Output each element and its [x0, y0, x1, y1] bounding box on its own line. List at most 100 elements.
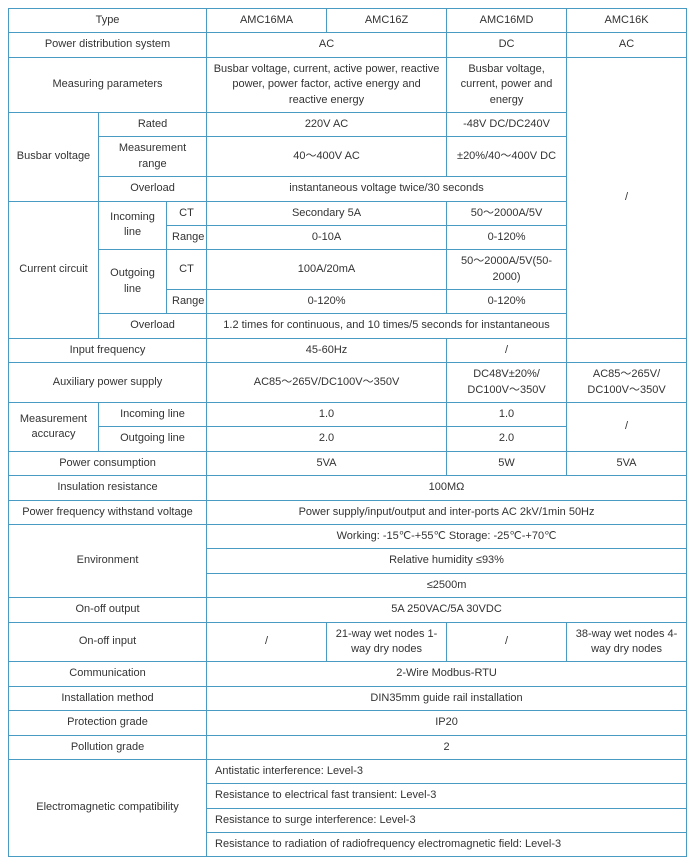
table-row: Measurement accuracy Incoming line 1.0 1… — [9, 403, 687, 427]
sub-label: Overload — [99, 177, 207, 201]
cell: 5VA — [207, 451, 447, 475]
cell: DIN35mm guide rail installation — [207, 686, 687, 710]
spec-table: Type AMC16MA AMC16Z AMC16MD AMC16K Power… — [8, 8, 687, 857]
row-label: Communication — [9, 662, 207, 686]
table-row: Input frequency 45-60Hz / — [9, 338, 687, 362]
row-label: Installation method — [9, 686, 207, 710]
table-row: Pollution grade 2 — [9, 735, 687, 759]
cell: 0-10A — [207, 225, 447, 249]
row-label: Electromagnetic compatibility — [9, 759, 207, 857]
row-label: Power distribution system — [9, 33, 207, 57]
sub-label: Measurement range — [99, 137, 207, 177]
table-row: Measuring parameters Busbar voltage, cur… — [9, 57, 687, 112]
row-label: Auxiliary power supply — [9, 363, 207, 403]
table-row: On-off output 5A 250VAC/5A 30VDC — [9, 598, 687, 622]
row-label: Measurement accuracy — [9, 403, 99, 452]
cell: 40～400V AC — [207, 137, 447, 177]
cell: 5W — [447, 451, 567, 475]
cell: 2-Wire Modbus-RTU — [207, 662, 687, 686]
cell: 1.0 — [447, 403, 567, 427]
header-col: AMC16Z — [327, 9, 447, 33]
row-label: Busbar voltage — [9, 112, 99, 201]
cell: AC85～265V/ DC100V～350V — [567, 363, 687, 403]
sub-label: Incoming line — [99, 403, 207, 427]
sub-label: Outgoing line — [99, 250, 167, 314]
header-col: AMC16K — [567, 9, 687, 33]
cell: Power supply/input/output and inter-port… — [207, 500, 687, 524]
header-col: AMC16MD — [447, 9, 567, 33]
cell: 220V AC — [207, 112, 447, 136]
cell: 2.0 — [207, 427, 447, 451]
cell: 0-120% — [207, 290, 447, 314]
row-label: Insulation resistance — [9, 476, 207, 500]
cell: 2 — [207, 735, 687, 759]
cell: 21-way wet nodes 1-way dry nodes — [327, 622, 447, 662]
cell: 45-60Hz — [207, 338, 447, 362]
cell: ≤2500m — [207, 573, 687, 597]
cell: AC — [567, 33, 687, 57]
cell: 1.2 times for continuous, and 10 times/5… — [207, 314, 567, 338]
cell: / — [567, 57, 687, 338]
cell: Resistance to electrical fast transient:… — [207, 784, 687, 808]
cell: -48V DC/DC240V — [447, 112, 567, 136]
table-row: Power distribution system AC DC AC — [9, 33, 687, 57]
header-type: Type — [9, 9, 207, 33]
row-label: Environment — [9, 524, 207, 597]
cell: AC — [207, 33, 447, 57]
cell — [567, 338, 687, 362]
cell: 2.0 — [447, 427, 567, 451]
header-col: AMC16MA — [207, 9, 327, 33]
row-label: On-off input — [9, 622, 207, 662]
cell: ±20%/40～400V DC — [447, 137, 567, 177]
cell: 50～2000A/5V — [447, 201, 567, 225]
sub-label: Overload — [99, 314, 207, 338]
cell: Resistance to surge interference: Level-… — [207, 808, 687, 832]
cell: / — [207, 622, 327, 662]
cell: Antistatic interference: Level-3 — [207, 759, 687, 783]
cell: / — [447, 338, 567, 362]
cell: AC85～265V/DC100V～350V — [207, 363, 447, 403]
cell: DC48V±20%/ DC100V～350V — [447, 363, 567, 403]
cell: Busbar voltage, current, active power, r… — [207, 57, 447, 112]
cell: DC — [447, 33, 567, 57]
cell: Resistance to radiation of radiofrequenc… — [207, 833, 687, 857]
cell: 100A/20mA — [207, 250, 447, 290]
sub-label: Rated — [99, 112, 207, 136]
table-row: Communication 2-Wire Modbus-RTU — [9, 662, 687, 686]
table-row: Insulation resistance 100MΩ — [9, 476, 687, 500]
cell: 5A 250VAC/5A 30VDC — [207, 598, 687, 622]
sub-label: CT — [167, 201, 207, 225]
cell: 0-120% — [447, 225, 567, 249]
row-label: Power consumption — [9, 451, 207, 475]
row-label: Measuring parameters — [9, 57, 207, 112]
cell: instantaneous voltage twice/30 seconds — [207, 177, 567, 201]
table-row: On-off input / 21-way wet nodes 1-way dr… — [9, 622, 687, 662]
table-row: Type AMC16MA AMC16Z AMC16MD AMC16K — [9, 9, 687, 33]
sub-label: Range — [167, 290, 207, 314]
table-row: Installation method DIN35mm guide rail i… — [9, 686, 687, 710]
cell: / — [447, 622, 567, 662]
table-row: Electromagnetic compatibility Antistatic… — [9, 759, 687, 783]
cell: Relative humidity ≤93% — [207, 549, 687, 573]
row-label: Protection grade — [9, 711, 207, 735]
cell: 5VA — [567, 451, 687, 475]
row-label: Power frequency withstand voltage — [9, 500, 207, 524]
row-label: Input frequency — [9, 338, 207, 362]
cell: Busbar voltage, current, power and energ… — [447, 57, 567, 112]
sub-label: Incoming line — [99, 201, 167, 250]
cell: Secondary 5A — [207, 201, 447, 225]
table-row: Auxiliary power supply AC85～265V/DC100V～… — [9, 363, 687, 403]
cell: 50～2000A/5V(50-2000) — [447, 250, 567, 290]
sub-label: Range — [167, 225, 207, 249]
cell: Working: -15℃-+55℃ Storage: -25℃-+70℃ — [207, 524, 687, 548]
sub-label: Outgoing line — [99, 427, 207, 451]
sub-label: CT — [167, 250, 207, 290]
table-row: Power consumption 5VA 5W 5VA — [9, 451, 687, 475]
row-label: On-off output — [9, 598, 207, 622]
table-row: Environment Working: -15℃-+55℃ Storage: … — [9, 524, 687, 548]
cell: 0-120% — [447, 290, 567, 314]
table-row: Protection grade IP20 — [9, 711, 687, 735]
cell: 38-way wet nodes 4-way dry nodes — [567, 622, 687, 662]
table-row: Power frequency withstand voltage Power … — [9, 500, 687, 524]
row-label: Pollution grade — [9, 735, 207, 759]
